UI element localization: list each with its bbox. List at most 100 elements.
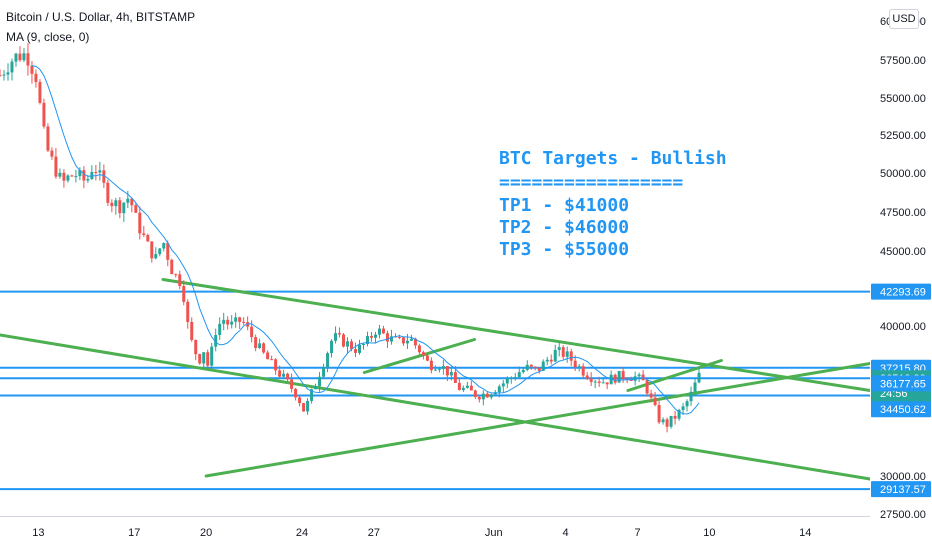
candle-body-5 (18, 53, 22, 61)
candle-body-29 (114, 200, 118, 207)
x-tick-label-9: 14 (799, 527, 811, 539)
x-tick-label-3: 24 (296, 527, 308, 539)
candle-body-35 (138, 212, 142, 234)
candle-body-2 (6, 72, 10, 75)
candle-body-169 (673, 415, 677, 419)
price-axis[interactable]: 60000.0057500.0055000.0052500.0050000.00… (870, 0, 932, 550)
candle-body-153 (609, 374, 613, 385)
candle-body-98 (389, 336, 393, 342)
trendline-0 (161, 278, 872, 392)
candle-body-147 (585, 375, 589, 379)
candle-body-92 (365, 335, 369, 345)
candle-body-112 (445, 366, 449, 376)
candle-body-141 (561, 347, 565, 357)
y-tick-label-6: 45000.00 (880, 246, 926, 258)
candle-body-16 (62, 172, 66, 181)
candle-body-43 (170, 259, 174, 275)
x-tick-label-0: 13 (32, 527, 44, 539)
candle-body-57 (226, 319, 230, 325)
candle-body-39 (154, 254, 158, 259)
candle-body-67 (266, 352, 270, 360)
y-tick-label-9: 27500.00 (880, 509, 926, 521)
price-label-0: 42293.69 (880, 287, 926, 299)
candle-body-12 (46, 126, 50, 151)
candle-body-56 (222, 319, 226, 324)
candle-body-106 (421, 352, 425, 356)
candle-body-51 (202, 352, 206, 364)
candle-body-82 (326, 353, 330, 368)
candle-body-19 (74, 176, 78, 178)
candle-body-87 (346, 341, 350, 347)
candle-body-79 (314, 386, 318, 390)
y-tick-label-8: 30000.00 (880, 471, 926, 483)
currency-button[interactable]: USD (889, 9, 919, 29)
candle-body-143 (569, 351, 573, 361)
candle-body-70 (278, 370, 282, 377)
symbol-title[interactable]: Bitcoin / U.S. Dollar, 4h, BITSTAMP (6, 10, 196, 24)
candle-body-148 (589, 378, 593, 382)
candle-body-119 (473, 390, 477, 397)
candle-body-86 (342, 334, 346, 347)
candle-body-18 (70, 175, 74, 177)
candle-body-11 (42, 102, 46, 127)
candle-body-101 (401, 337, 405, 344)
x-tick-label-1: 17 (128, 527, 140, 539)
candle-body-48 (190, 321, 194, 340)
candle-body-107 (425, 355, 429, 361)
candle-body-144 (573, 360, 577, 368)
candle-body-63 (250, 326, 254, 338)
candle-body-38 (150, 241, 154, 259)
candle-body-129 (513, 377, 517, 379)
candle-body-171 (681, 406, 685, 410)
candle-body-93 (369, 335, 373, 338)
candle-body-100 (397, 337, 401, 339)
candle-body-81 (322, 367, 326, 377)
candle-body-120 (477, 396, 481, 400)
x-tick-label-7: 7 (634, 527, 640, 539)
candle-body-123 (489, 394, 493, 398)
time-axis[interactable]: 13 17 20 24 27 Jun 4 7 10 14 (32, 527, 811, 539)
candle-body-88 (350, 341, 354, 350)
candle-body-71 (282, 373, 286, 377)
candle-body-105 (417, 345, 421, 353)
candle-body-13 (50, 150, 54, 157)
candle-body-49 (194, 339, 198, 355)
candle-body-75 (298, 397, 302, 404)
candle-body-156 (621, 371, 625, 379)
moving-average (31, 65, 700, 415)
ma-indicator-label[interactable]: MA (9, close, 0) (6, 30, 90, 44)
candle-body-130 (517, 372, 521, 378)
annotation-target-1: TP1 - $41000 (499, 195, 630, 216)
y-tick-label-5: 47500.00 (880, 207, 926, 219)
candle-body-151 (601, 382, 605, 384)
candle-body-103 (409, 338, 413, 341)
price-label-4: 34450.62 (880, 404, 926, 416)
candle-body-152 (605, 382, 609, 385)
candle-body-132 (525, 364, 529, 370)
candle-body-22 (86, 178, 90, 181)
price-label-bg-0 (871, 283, 931, 300)
candle-body-58 (230, 321, 234, 325)
candle-body-80 (318, 376, 322, 387)
candle-body-14 (54, 156, 58, 177)
candle-body-113 (449, 372, 453, 376)
candle-body-118 (469, 385, 473, 391)
x-tick-label-6: 4 (563, 527, 569, 539)
ma-line (31, 65, 700, 415)
price-label-bg-5 (871, 481, 931, 498)
candle-body-104 (413, 338, 417, 346)
candle-body-28 (110, 202, 114, 207)
candle-body-149 (593, 381, 597, 383)
candle-body-20 (78, 170, 82, 177)
candle-body-117 (465, 385, 469, 388)
price-label-3: 36177.65 (880, 378, 926, 390)
candle-body-95 (377, 328, 381, 335)
x-tick-label-8: 10 (703, 527, 715, 539)
candle-body-53 (210, 346, 214, 366)
candle-body-72 (286, 373, 290, 380)
candle-body-139 (553, 349, 557, 362)
y-tick-label-7: 40000.00 (880, 321, 926, 333)
candle-body-21 (82, 170, 86, 181)
candle-body-165 (657, 405, 661, 423)
